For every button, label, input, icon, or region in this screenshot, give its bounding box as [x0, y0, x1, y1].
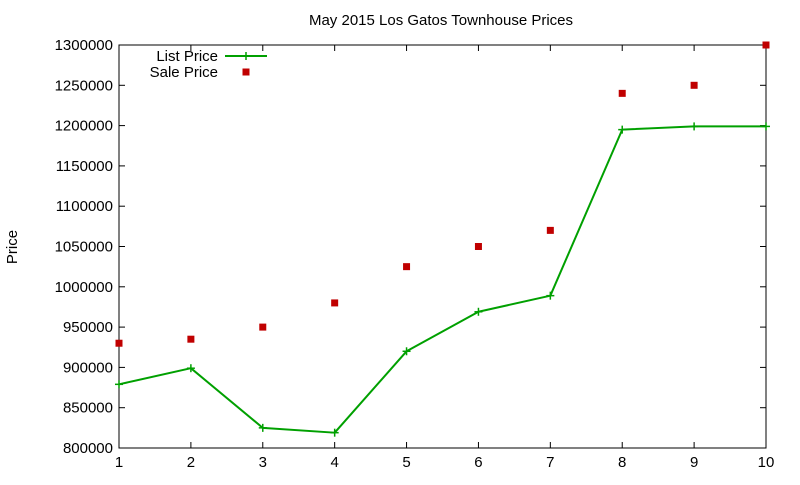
y-tick-label: 1250000 — [55, 77, 113, 94]
legend-label-sale-price: Sale Price — [150, 64, 218, 81]
y-tick-label: 950000 — [63, 319, 113, 336]
list-price-line — [118, 125, 766, 434]
x-tick-label: 6 — [474, 454, 482, 471]
list-price-point — [618, 125, 627, 134]
list-price-point — [546, 291, 555, 300]
series-list-price — [115, 122, 770, 437]
list-price-point — [762, 122, 770, 131]
y-axis-label: Price — [4, 230, 21, 264]
y-tick-label: 1200000 — [55, 118, 113, 135]
x-tick-label: 10 — [758, 454, 775, 471]
list-price-point — [115, 380, 123, 389]
legend-label-list-price: List Price — [156, 48, 218, 65]
y-tick-label: 850000 — [63, 400, 113, 417]
list-price-point — [402, 347, 411, 356]
sale-price-point — [618, 89, 626, 97]
list-price-point — [258, 423, 267, 432]
x-axis: 1 2 3 4 5 6 7 8 9 10 — [115, 45, 775, 471]
series-sale-price — [115, 41, 770, 347]
sale-price-point — [403, 263, 411, 271]
sale-price-point — [546, 226, 554, 234]
sale-price-point — [331, 299, 339, 307]
y-tick-label: 1300000 — [55, 37, 113, 54]
x-tick-label: 9 — [690, 454, 698, 471]
y-tick-label: 1150000 — [56, 158, 113, 175]
list-price-point — [474, 307, 483, 316]
y-tick-label: 900000 — [63, 359, 113, 376]
legend-marker-sale-price — [242, 68, 250, 76]
list-price-point — [186, 364, 195, 373]
sale-price-point — [690, 81, 698, 89]
plot-frame — [118, 44, 767, 449]
legend-marker-list-price — [242, 52, 250, 60]
list-price-point — [330, 428, 339, 437]
x-tick-label: 5 — [402, 454, 410, 471]
sale-price-point — [762, 41, 770, 49]
sale-price-point — [474, 243, 482, 250]
sale-price-point — [259, 323, 267, 331]
x-tick-label: 1 — [115, 454, 123, 471]
y-axis: 800000 850000 900000 950000 1000000 1050000 11… — [55, 37, 766, 457]
x-tick-label: 3 — [259, 454, 267, 471]
x-tick-label: 4 — [330, 454, 338, 471]
y-tick-label: 1050000 — [55, 239, 113, 256]
y-tick-label: 1100000 — [56, 198, 113, 215]
sale-price-point — [187, 335, 195, 343]
y-tick-label: 800000 — [63, 440, 113, 457]
list-price-point — [690, 122, 699, 131]
series-layer — [115, 41, 770, 437]
sale-price-point — [115, 339, 123, 347]
x-tick-label: 2 — [187, 454, 195, 471]
x-tick-label: 7 — [546, 454, 554, 471]
x-tick-label: 8 — [618, 454, 626, 471]
chart-title: May 2015 Los Gatos Townhouse Prices — [309, 12, 573, 29]
y-tick-label: 1000000 — [55, 279, 113, 296]
